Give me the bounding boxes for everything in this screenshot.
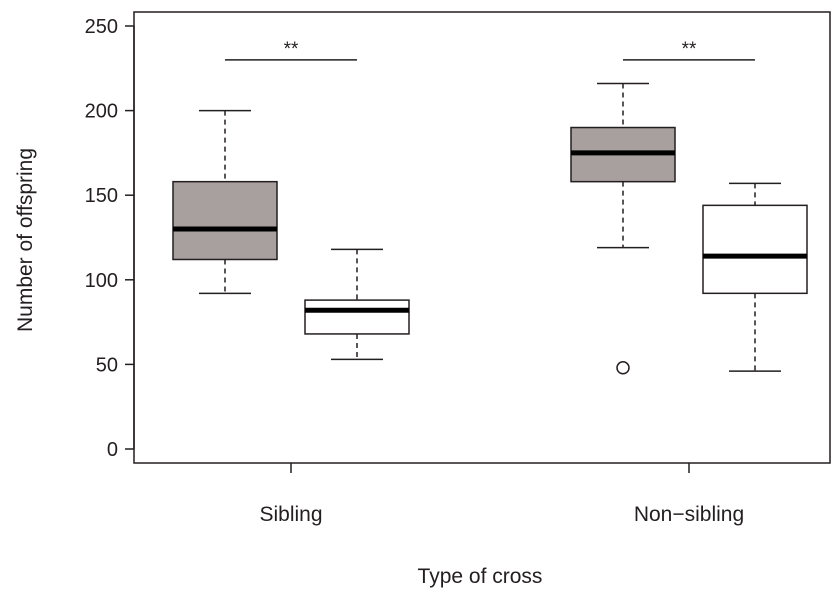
- box-iqr: [702, 204, 808, 295]
- box: [304, 248, 410, 361]
- significance-label: **: [284, 39, 299, 60]
- box: [570, 82, 676, 375]
- significance-label: **: [682, 39, 697, 60]
- y-tick-label: 0: [107, 439, 118, 461]
- x-axis-title: Type of cross: [418, 565, 543, 588]
- box: [702, 182, 808, 372]
- outlier-point: [616, 361, 630, 375]
- y-axis: 0 50 100 150 200 250: [85, 16, 135, 461]
- box: [172, 109, 278, 295]
- x-axis: Sibling Non−sibling: [259, 463, 744, 526]
- y-tick-label: 150: [85, 185, 118, 207]
- x-category-label: Sibling: [259, 503, 322, 526]
- x-category-label: Non−sibling: [634, 503, 744, 526]
- box-series: [172, 82, 808, 375]
- y-tick-label: 200: [85, 101, 118, 123]
- significance-annotations: ** **: [225, 39, 755, 61]
- box-iqr: [304, 299, 410, 335]
- y-axis-title: Number of offspring: [14, 148, 37, 332]
- y-tick-label: 100: [85, 270, 118, 292]
- y-tick-label: 50: [96, 354, 118, 376]
- box-iqr: [172, 180, 278, 261]
- y-tick-label: 250: [85, 16, 118, 38]
